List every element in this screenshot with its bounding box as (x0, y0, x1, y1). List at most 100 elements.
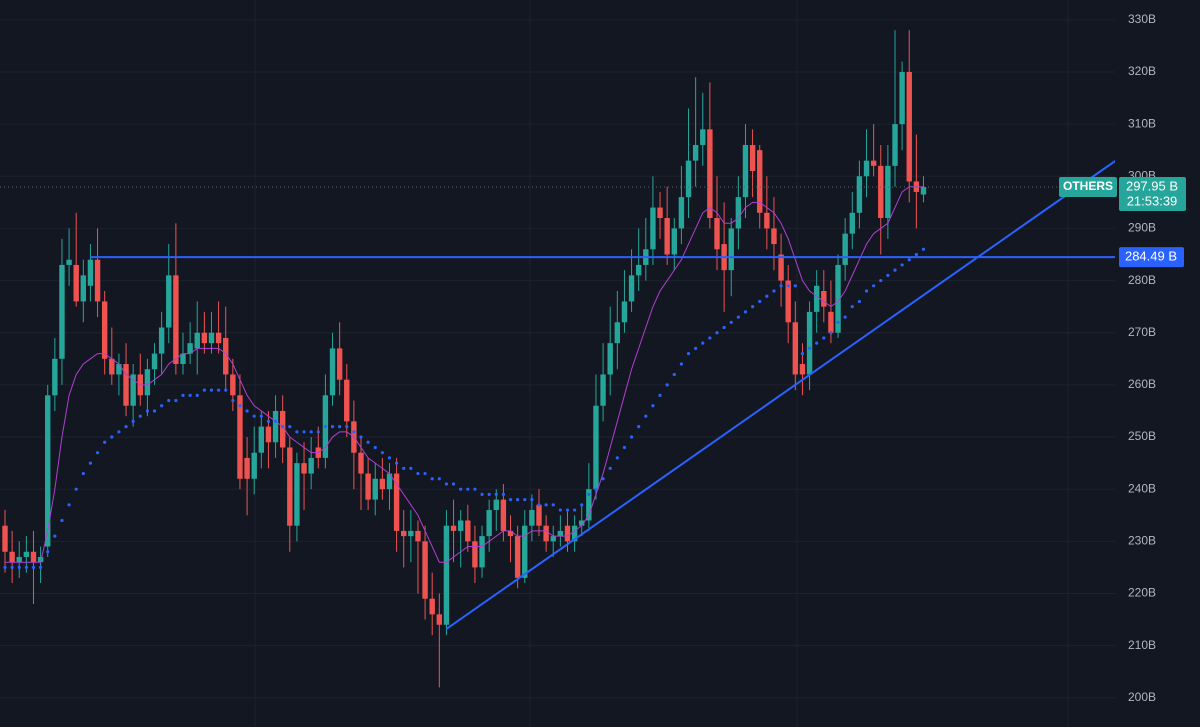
sar-dot (238, 404, 242, 408)
candle-body (294, 463, 300, 526)
candle-body (835, 264, 841, 333)
candle-body (23, 551, 30, 557)
trendline (445, 159, 1117, 630)
y-tick-label: 210B (1128, 638, 1156, 652)
sar-dot (800, 351, 805, 356)
candle-body (899, 71, 905, 125)
candle-body (429, 598, 435, 615)
sar-dot (266, 419, 271, 423)
candle-body (514, 536, 521, 578)
sar-dot (167, 398, 171, 403)
sar-dot (231, 398, 235, 403)
candle-body (386, 473, 393, 490)
sar-dot (907, 258, 911, 262)
moving-average (5, 186, 924, 563)
sar-dot (17, 565, 21, 570)
candle-body (109, 358, 115, 375)
candle-body (486, 510, 492, 537)
sar-dot (202, 388, 206, 392)
sar-dot (508, 498, 513, 502)
candle-body (863, 160, 870, 177)
sar-dot (295, 430, 299, 434)
candle-body (685, 160, 692, 198)
candle-body (287, 447, 293, 526)
sar-dot (359, 435, 363, 439)
sar-dot (53, 534, 57, 538)
y-tick-label: 220B (1128, 586, 1156, 600)
candle-body (735, 197, 742, 229)
y-tick-label: 310B (1128, 116, 1156, 130)
candle-body (707, 129, 713, 218)
y-tick-label: 250B (1128, 429, 1156, 443)
sar-dot (608, 466, 612, 470)
sar-dot (195, 393, 199, 397)
candle-body (920, 186, 927, 195)
candle-body (764, 212, 770, 229)
candle-body (550, 536, 556, 542)
sar-dot (273, 419, 278, 423)
candle-body (30, 551, 37, 563)
candle-body (678, 197, 685, 229)
y-tick-label: 200B (1128, 690, 1156, 704)
sar-dot (152, 409, 157, 413)
sar-dot (615, 456, 619, 460)
sar-dot (829, 331, 833, 335)
symbol-tag (1059, 176, 1117, 197)
sar-dot (765, 294, 769, 298)
sar-dot (373, 445, 377, 450)
sar-dot (921, 247, 926, 251)
candle-body (52, 358, 58, 396)
candle-body (422, 541, 428, 599)
sar-dot (224, 388, 228, 392)
candle-body (771, 228, 777, 245)
sar-dot (629, 435, 634, 439)
candle-body (593, 405, 599, 490)
sar-dot (530, 498, 534, 502)
candle-body (799, 364, 806, 375)
sar-dot (679, 362, 684, 366)
candle-body (778, 254, 784, 281)
sar-dot (850, 305, 854, 309)
candle-body (657, 207, 663, 218)
candle-body (450, 525, 457, 531)
candle-body (116, 364, 122, 375)
sar-dot (864, 289, 869, 293)
level-tag (1119, 247, 1184, 268)
candle-body (379, 478, 386, 490)
candle-body (892, 124, 898, 166)
candle-body (393, 473, 400, 531)
sar-dot (181, 393, 185, 397)
y-tick-label: 260B (1128, 377, 1156, 391)
sar-dot (131, 419, 135, 423)
sar-dot (138, 414, 142, 418)
candle-body (856, 176, 863, 213)
sar-dot (252, 414, 256, 418)
candle-body (272, 410, 279, 443)
sar-dot (67, 503, 71, 507)
candle-body (749, 144, 756, 172)
sar-dot (323, 425, 327, 429)
sar-dot (81, 471, 85, 476)
sar-dot (459, 487, 463, 491)
candle-body (358, 452, 364, 474)
sar-dot (587, 492, 591, 497)
y-tick-label: 240B (1128, 481, 1156, 495)
sar-dot (758, 299, 762, 304)
sar-dot (10, 565, 14, 570)
sar-dot (900, 263, 904, 267)
sar-dot (544, 503, 548, 507)
sar-dot (708, 336, 712, 340)
candle-body (344, 379, 350, 422)
candle-body (813, 285, 820, 312)
sar-dot (672, 372, 676, 377)
candle-body (372, 478, 378, 500)
sar-dot (88, 461, 93, 465)
candle-body (94, 259, 101, 302)
y-tick-label: 230B (1128, 534, 1156, 548)
sar-dot (24, 565, 28, 570)
candle-body (621, 301, 628, 323)
sar-dot (594, 487, 598, 491)
candle-body (878, 165, 884, 218)
candle-body (265, 426, 272, 443)
